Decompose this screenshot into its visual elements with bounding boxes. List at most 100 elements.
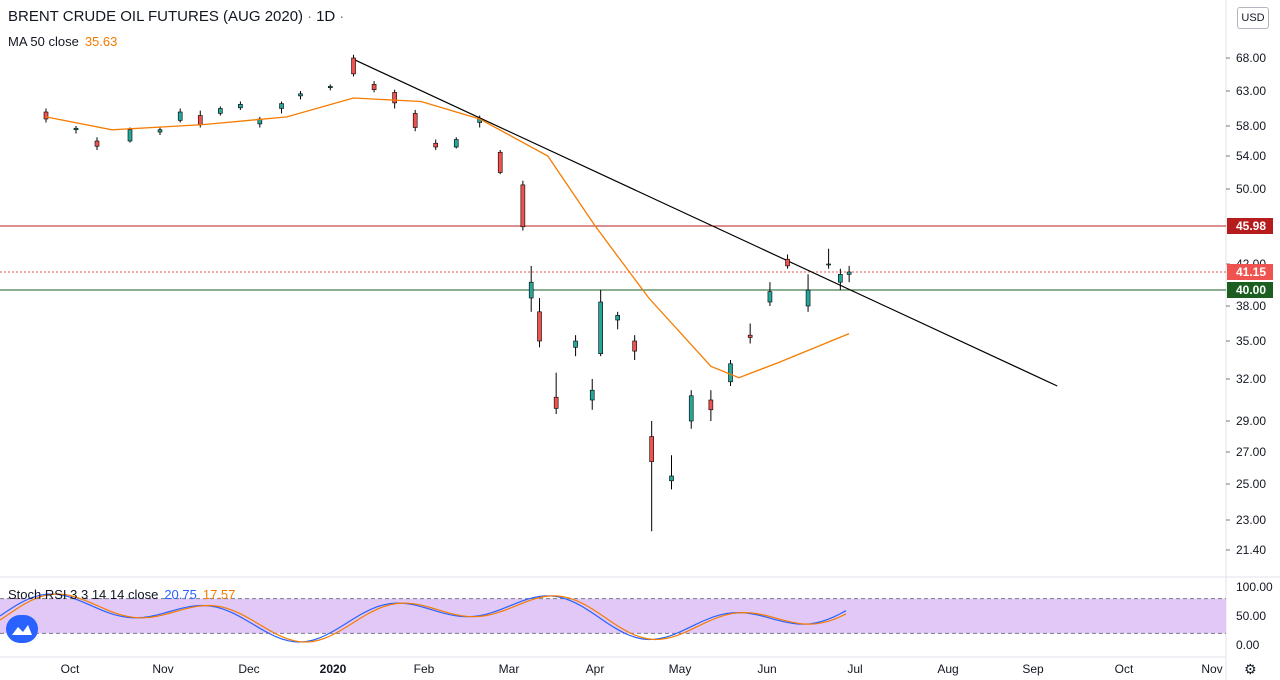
time-tick-label: Jun bbox=[757, 662, 776, 676]
candle-body bbox=[553, 396, 559, 409]
candle-body bbox=[371, 84, 377, 90]
price-label-text: 41.15 bbox=[1236, 265, 1266, 279]
stoch-legend[interactable]: Stoch RSI 3 3 14 14 close 20.75 17.57 bbox=[8, 587, 235, 602]
candle bbox=[649, 421, 654, 532]
candle bbox=[127, 127, 133, 143]
candle bbox=[669, 455, 674, 490]
candle bbox=[632, 335, 637, 360]
settings-gear-icon[interactable]: ⚙ bbox=[1244, 662, 1257, 678]
candle bbox=[279, 101, 284, 114]
candle-body bbox=[669, 475, 674, 482]
time-tick-label: Nov bbox=[1201, 662, 1222, 676]
candle-body bbox=[632, 340, 637, 352]
price-label-bg bbox=[1227, 264, 1273, 280]
candle-body bbox=[177, 111, 183, 121]
time-tick-label: Feb bbox=[414, 662, 435, 676]
time-tick-label: Aug bbox=[937, 662, 958, 676]
candle bbox=[218, 106, 223, 116]
interval-label[interactable]: 1D bbox=[316, 8, 336, 25]
time-tick-label: Sep bbox=[1022, 662, 1044, 676]
candle bbox=[412, 109, 418, 132]
candle bbox=[157, 127, 163, 135]
time-tick-label: Jul bbox=[847, 662, 862, 676]
candle bbox=[351, 54, 356, 77]
candle-body bbox=[826, 263, 831, 266]
price-tick-label: 54.00 bbox=[1236, 149, 1266, 163]
price-tick-label: 27.00 bbox=[1236, 445, 1266, 459]
candle-body bbox=[73, 127, 79, 131]
candle bbox=[846, 265, 852, 283]
price-label-badge: 41.15 bbox=[1227, 264, 1273, 280]
price-tick-label: 68.00 bbox=[1236, 51, 1266, 65]
candle bbox=[520, 180, 526, 231]
candle-body bbox=[197, 115, 203, 125]
candle bbox=[589, 379, 595, 410]
candle bbox=[573, 335, 578, 357]
candle-body bbox=[708, 399, 714, 411]
candle bbox=[767, 282, 773, 306]
candle bbox=[238, 101, 243, 110]
symbol-label[interactable]: BRENT CRUDE OIL FUTURES (AUG 2020) bbox=[8, 8, 304, 25]
candle bbox=[615, 311, 620, 330]
candle bbox=[728, 360, 733, 386]
stoch-label: Stoch RSI 3 3 14 14 close bbox=[8, 587, 159, 602]
time-tick-label: Dec bbox=[238, 662, 259, 676]
candle bbox=[257, 116, 263, 128]
candle bbox=[371, 81, 377, 93]
chart-title: BRENT CRUDE OIL FUTURES (AUG 2020) · 1D · bbox=[8, 8, 348, 25]
price-label-bg bbox=[1227, 282, 1273, 298]
candle-body bbox=[298, 93, 303, 97]
stoch-k-value: 20.75 bbox=[164, 587, 197, 602]
ma-label: MA 50 close bbox=[8, 34, 79, 49]
time-tick-label: Apr bbox=[586, 662, 605, 676]
price-tick-label: 38.00 bbox=[1236, 299, 1266, 313]
time-tick-label: 2020 bbox=[320, 662, 347, 676]
stoch-band bbox=[0, 598, 1226, 634]
tradingview-logo-icon[interactable] bbox=[6, 615, 38, 643]
price-tick-label: 35.00 bbox=[1236, 334, 1266, 348]
candle bbox=[327, 84, 333, 91]
price-label-badge: 45.98 bbox=[1227, 218, 1273, 234]
title-separator: · bbox=[307, 8, 313, 25]
candle-body bbox=[94, 140, 100, 147]
price-label-badge: 40.00 bbox=[1227, 282, 1273, 298]
candle bbox=[392, 89, 397, 109]
candle bbox=[688, 390, 694, 429]
time-tick-label: Nov bbox=[152, 662, 173, 676]
price-tick-label: 58.00 bbox=[1236, 119, 1266, 133]
price-tick-label: 29.00 bbox=[1236, 414, 1266, 428]
ma50-line bbox=[45, 97, 850, 379]
candle-body bbox=[528, 281, 534, 299]
candle-body bbox=[537, 311, 542, 342]
price-label-bg bbox=[1227, 218, 1273, 234]
title-dot: · bbox=[339, 8, 345, 25]
candle-body bbox=[615, 315, 620, 321]
price-tick-label: 23.00 bbox=[1236, 513, 1266, 527]
price-tick-label: 63.00 bbox=[1236, 84, 1266, 98]
price-tick-label: 25.00 bbox=[1236, 477, 1266, 491]
price-tick-label: 32.00 bbox=[1236, 372, 1266, 386]
candle-body bbox=[598, 301, 603, 354]
stoch-tick-label: 50.00 bbox=[1236, 609, 1266, 623]
candle bbox=[528, 265, 534, 312]
candle bbox=[497, 150, 503, 175]
currency-button[interactable]: USD bbox=[1237, 7, 1269, 29]
ma-legend[interactable]: MA 50 close 35.63 bbox=[8, 34, 117, 49]
candle-body bbox=[43, 111, 49, 120]
time-tick-label: Oct bbox=[1115, 662, 1134, 676]
trend-line[interactable] bbox=[353, 58, 1058, 387]
candle bbox=[826, 248, 831, 269]
candle-body bbox=[157, 129, 163, 133]
candle bbox=[94, 137, 100, 150]
candle bbox=[747, 323, 753, 344]
stoch-d-line bbox=[0, 593, 847, 643]
candle-body bbox=[589, 389, 595, 401]
candle bbox=[838, 268, 843, 290]
candle bbox=[177, 108, 183, 123]
candle-body bbox=[785, 258, 790, 267]
time-tick-label: Mar bbox=[499, 662, 520, 676]
candle-body bbox=[279, 103, 284, 109]
stoch-d-value: 17.57 bbox=[202, 587, 236, 602]
candle-body bbox=[846, 271, 852, 275]
